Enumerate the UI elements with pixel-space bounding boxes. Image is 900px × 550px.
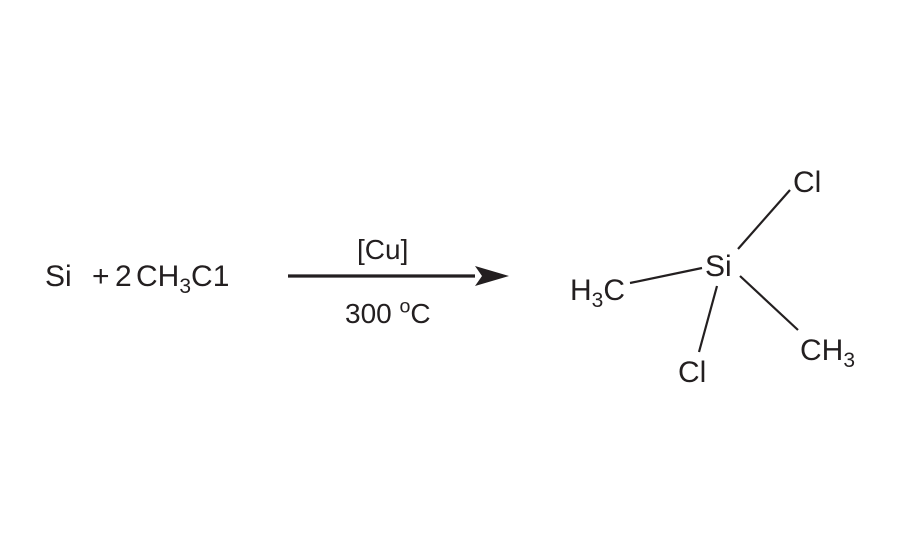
temp-value: 300 (345, 298, 392, 329)
ch3r-ch: CH (800, 334, 843, 367)
h3c-c: C (603, 274, 625, 307)
product-si-center: Si (705, 252, 732, 282)
substituent-cl-top: Cl (793, 168, 821, 198)
bond-si-ch3-right (740, 276, 798, 330)
temp-unit: C (410, 298, 430, 329)
ch3r-3: 3 (843, 349, 855, 372)
bond-si-ch3-left (630, 268, 702, 283)
reaction-arrow-svg (0, 0, 900, 550)
bond-si-cl-top (738, 190, 790, 249)
bond-si-cl-bottom (699, 286, 717, 352)
h3c-3: 3 (592, 289, 604, 312)
arrow-head (475, 266, 509, 286)
reaction-canvas: Si + 2 CH3C1 [Cu] 300 oC Si H3C Cl CH3 C… (0, 0, 900, 550)
temperature-label: 300 oC (345, 300, 431, 328)
substituent-cl-bottom: Cl (678, 358, 706, 388)
substituent-ch3-right: CH3 (800, 336, 855, 366)
substituent-h3c-left: H3C (570, 276, 625, 306)
degree-symbol: o (400, 296, 411, 318)
h3c-h: H (570, 274, 592, 307)
catalyst-label: [Cu] (357, 236, 408, 264)
